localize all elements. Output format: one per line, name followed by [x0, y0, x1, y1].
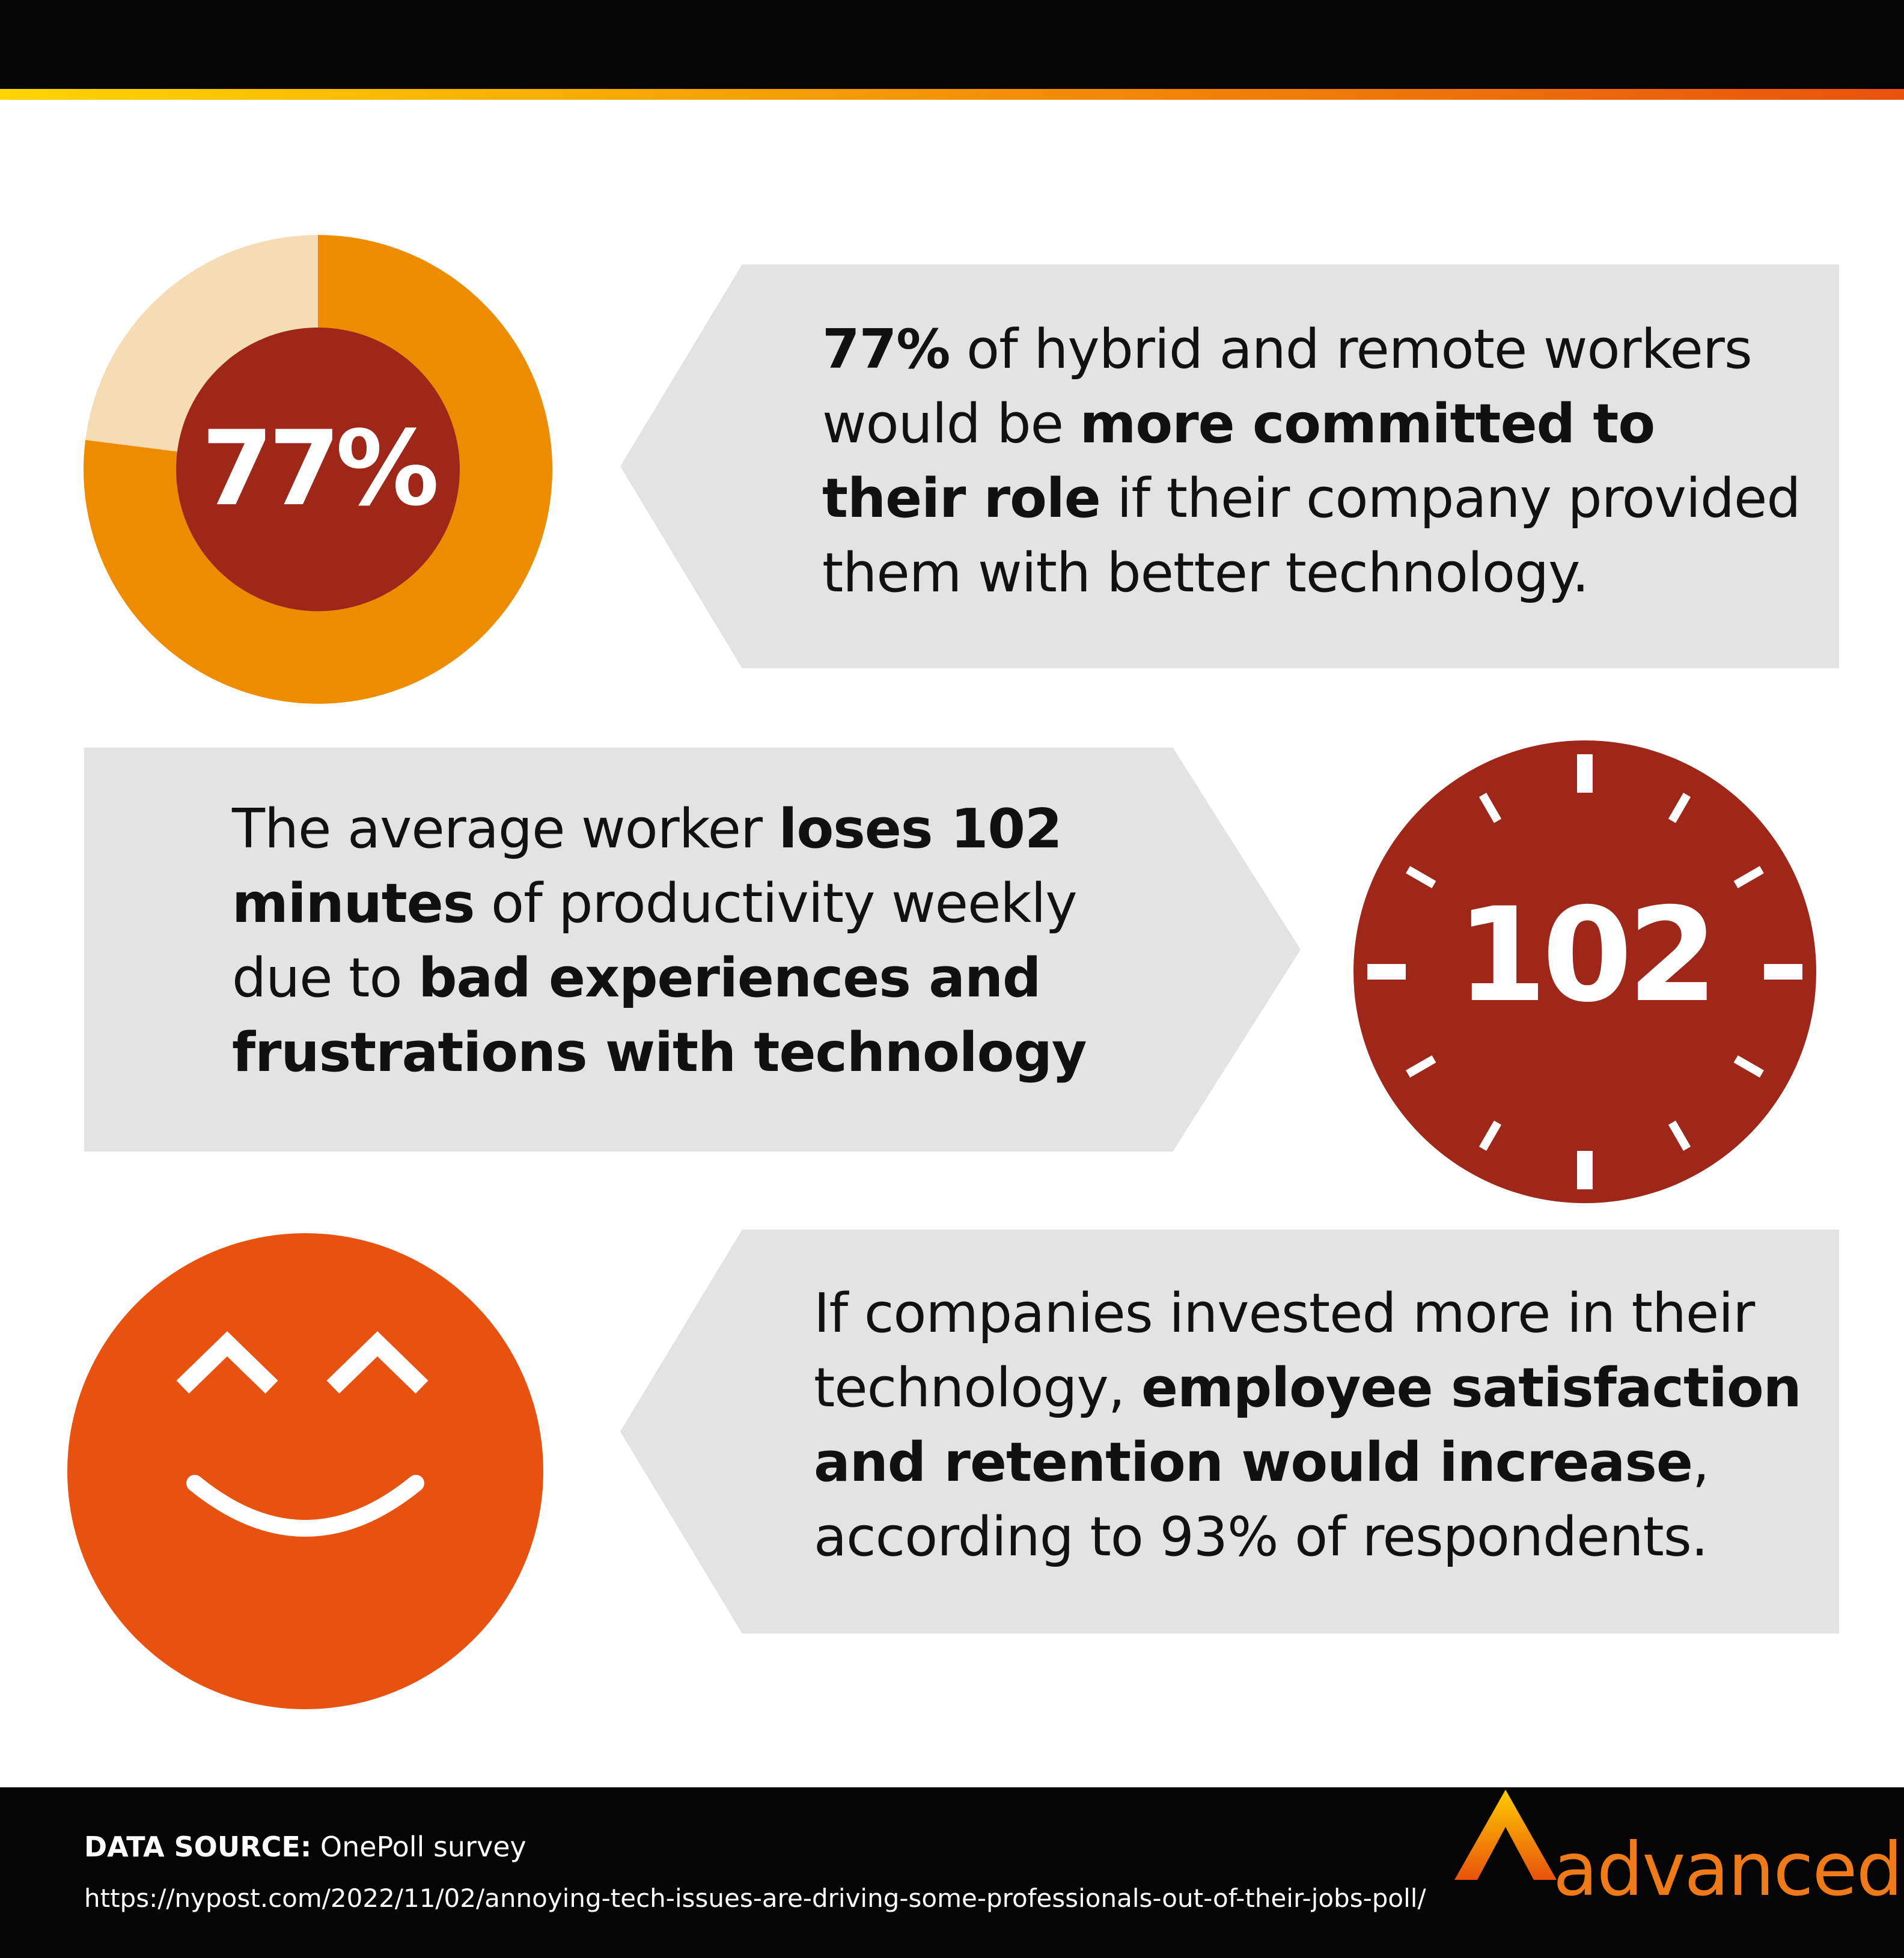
donut-percent-label: 77% [201, 408, 439, 529]
stat-2-text: The average worker loses 102 minutes of … [232, 792, 1170, 1090]
footer-bar [0, 1787, 1904, 1958]
advanced-logo-text: advanced [1553, 1827, 1903, 1912]
smiley-face-circle [67, 1233, 543, 1709]
stat-3-bold-phrase: employee satisfaction and retention woul… [814, 1356, 1802, 1494]
right-eye-caret [326, 1331, 429, 1394]
clock-tick [1668, 1120, 1691, 1151]
smiley-face-icon [67, 1233, 543, 1709]
stat-1-text-part-2: if their company provided them with bett… [822, 467, 1801, 605]
stat-3-text: If companies invested more in their tech… [814, 1276, 1811, 1575]
stat-3-text-part-2: , according to 93% of respondents. [814, 1431, 1710, 1569]
clock-tick [1478, 1120, 1502, 1151]
stat-panel-1 [620, 264, 1839, 668]
source-url-link[interactable]: https://nypost.com/2022/11/02/annoying-t… [84, 1883, 1426, 1913]
data-source: DATA SOURCE: OnePoll survey [84, 1831, 526, 1863]
donut-center [176, 328, 460, 611]
clock-tick [1406, 865, 1436, 889]
advanced-logo-icon [1454, 1790, 1557, 1880]
stat-1-bold-percent: 77% [822, 318, 950, 381]
clock-tick [1668, 793, 1691, 823]
stat-2-bold-minutes: loses 102 minutes [232, 798, 1063, 935]
data-source-value: OnePoll survey [311, 1831, 526, 1863]
percent-donut-chart [84, 235, 553, 704]
stat-1-text: 77% of hybrid and remote workers would b… [822, 313, 1808, 611]
clock-tick [1733, 1055, 1764, 1078]
stat-panel-3 [620, 1230, 1839, 1633]
clock-tick [1406, 1055, 1436, 1078]
clock-face [1353, 740, 1816, 1203]
clock-icon [1353, 740, 1816, 1203]
header-bar [0, 0, 1904, 89]
stat-1-text-part-1: of hybrid and remote workers would be [822, 318, 1753, 456]
data-source-label: DATA SOURCE: [84, 1831, 312, 1863]
smile-mouth [186, 1475, 424, 1537]
clock-tick [1478, 793, 1502, 823]
clock-ticks [1367, 754, 1802, 1189]
stat-1-bold-phrase: more committed to their role [822, 392, 1655, 530]
stat-3-text-part-1: If companies invested more in their tech… [814, 1282, 1755, 1420]
stat-panel-2 [84, 748, 1301, 1151]
stat-2-text-part-2: of productivity weekly due to [232, 872, 1078, 1010]
clock-tick [1733, 865, 1764, 889]
stat-2-bold-phrase: bad experiences and frustrations with te… [232, 947, 1087, 1084]
accent-gradient-bar [0, 89, 1904, 100]
clock-minutes-label: 102 [1456, 880, 1718, 1031]
left-eye-caret [176, 1331, 278, 1394]
stat-2-text-part-1: The average worker [232, 798, 779, 861]
